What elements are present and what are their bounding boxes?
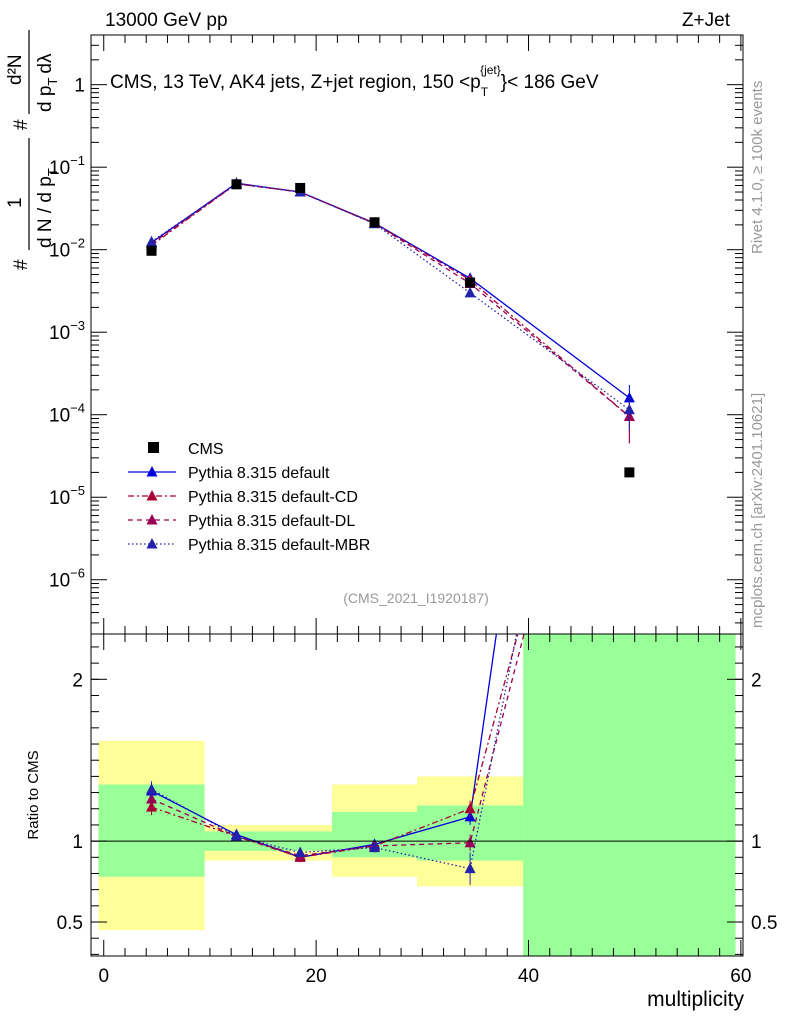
ratio-point-dl: [464, 836, 476, 848]
ratio-line-cd: [151, 634, 519, 858]
main-plot-data: [146, 177, 635, 478]
y-tick-exp: −5: [70, 483, 85, 498]
ratio-line-mbr: [151, 634, 518, 870]
y-tick-exp: −6: [70, 566, 85, 581]
y-tick-base: 1: [74, 76, 85, 97]
ylabel-hash1: #: [11, 259, 32, 270]
ratio-point-mbr: [369, 841, 381, 853]
legend: CMS Pythia 8.315 default Pythia 8.315 defa…: [128, 441, 370, 554]
title-tail: }< 186 GeV: [501, 72, 599, 93]
ratio-plot-frame: [90, 633, 744, 957]
ratio-y-label: Ratio to CMS: [25, 750, 42, 839]
y-tick-base: 10: [49, 323, 70, 344]
y-tick-base: 10: [49, 241, 70, 262]
ylabel-dlambda: dλ: [35, 53, 56, 74]
y-tick-label: 10−1: [49, 153, 85, 179]
x-tick-label: 20: [306, 966, 327, 987]
ratio-point-dl: [146, 793, 158, 804]
y-tick-label: 10−5: [49, 483, 85, 509]
header-process: Z+Jet: [682, 10, 731, 31]
cms-data-point: [369, 217, 380, 228]
legend-label: Pythia 8.315 default-CD: [188, 489, 358, 506]
ratio-y-tick-label: 2: [72, 670, 83, 691]
ratio-y-tick-label-right: 0.5: [751, 913, 777, 934]
ylabel-den2-text: d p: [35, 86, 56, 112]
ylabel-one: 1: [5, 197, 26, 208]
legend-label: CMS: [188, 441, 224, 458]
ratio-y-tick-label-right: 2: [751, 670, 762, 691]
cms-data-point: [465, 277, 476, 288]
y-tick-exp: −3: [70, 318, 85, 333]
ratio-y-tick-label-right: 1: [751, 832, 762, 853]
legend-label: Pythia 8.315 default-DL: [188, 513, 355, 530]
y-tick-base: 10: [49, 158, 70, 179]
series-line-cd: [151, 183, 630, 418]
x-tick-label: 60: [730, 966, 751, 987]
ratio-y-tick-label: 0.5: [57, 913, 83, 934]
main-plot-title: CMS, 13 TeV, AK4 jets, Z+jet region, 150…: [110, 63, 599, 99]
ratio-point-cd: [464, 802, 476, 814]
y-tick-exp: −2: [70, 236, 85, 251]
y-tick-label: 10−6: [49, 566, 85, 592]
legend-marker-cms: [148, 442, 159, 453]
y-tick-label: 1: [74, 76, 85, 97]
y-tick-label: 10−4: [49, 401, 85, 427]
series-line-dl: [151, 183, 630, 418]
ratio-plot-data: [146, 634, 525, 885]
ylabel-den2-sub: T: [45, 78, 60, 86]
ylabel-den1-text: d N / d p: [35, 176, 56, 248]
side-label-mcplots: mcplots.cern.ch [arXiv:2401.10621]: [749, 393, 766, 628]
legend-label: Pythia 8.315 default: [188, 465, 330, 482]
y-tick-label: 10−3: [49, 318, 85, 344]
series-point-mbr: [623, 403, 635, 415]
y-tick-exp: −4: [70, 401, 85, 416]
cms-data-point: [231, 179, 242, 190]
x-axis-label: multiplicity: [647, 988, 744, 1011]
ylabel-den2: d pTdλ: [35, 53, 60, 112]
header-energy: 13000 GeV pp: [105, 10, 228, 31]
ratio-point-mbr: [146, 783, 158, 794]
y-tick-exp: −1: [70, 153, 85, 168]
ratio-point-mbr: [230, 830, 242, 841]
uncertainty-band-green: [523, 634, 736, 956]
series-point-mbr: [464, 286, 476, 298]
ylabel-den1: d N / d pT: [35, 168, 60, 248]
cms-data-point: [295, 182, 306, 193]
series-point-mbr: [146, 235, 158, 247]
ratio-line-dl: [151, 634, 525, 857]
series-line-mbr: [151, 183, 630, 411]
y-tick-label: 10−2: [49, 236, 85, 262]
legend-label: Pythia 8.315 default-MBR: [188, 537, 370, 554]
title-main: CMS, 13 TeV, AK4 jets, Z+jet region, 150…: [110, 72, 481, 93]
cms-data-point: [146, 245, 157, 256]
y-tick-base: 10: [49, 571, 70, 592]
legend-marker-mbr: [146, 538, 158, 549]
ratio-line-default: [151, 634, 498, 858]
ratio-bands: [98, 634, 736, 956]
ylabel-den1-sub: T: [45, 168, 60, 176]
title-sup: {jet}: [480, 63, 501, 77]
ratio-y-tick-label: 1: [72, 832, 83, 853]
x-tick-label: 0: [98, 966, 109, 987]
legend-marker-cd: [146, 490, 158, 501]
side-label-rivet: Rivet 4.1.0, ≥ 100k events: [749, 81, 766, 254]
ylabel-num2: d²N: [5, 54, 26, 85]
main-y-axis: 10−610−510−410−310−210−11: [49, 34, 743, 634]
legend-marker-dl: [146, 514, 158, 525]
legend-marker-default: [146, 466, 158, 477]
ylabel-hash2: #: [11, 119, 32, 130]
analysis-tag: (CMS_2021_I1920187): [343, 590, 489, 606]
y-tick-base: 10: [49, 488, 70, 509]
cms-data-point: [624, 467, 635, 478]
y-tick-base: 10: [49, 406, 70, 427]
series-line-default: [151, 182, 630, 399]
ratio-point-mbr: [464, 862, 476, 874]
x-tick-label: 40: [518, 966, 539, 987]
main-y-label: # 1 d N / d pT # d²N d pTdλ: [5, 30, 60, 270]
ratio-point-mbr: [294, 846, 306, 857]
title-sub: T: [481, 85, 489, 99]
